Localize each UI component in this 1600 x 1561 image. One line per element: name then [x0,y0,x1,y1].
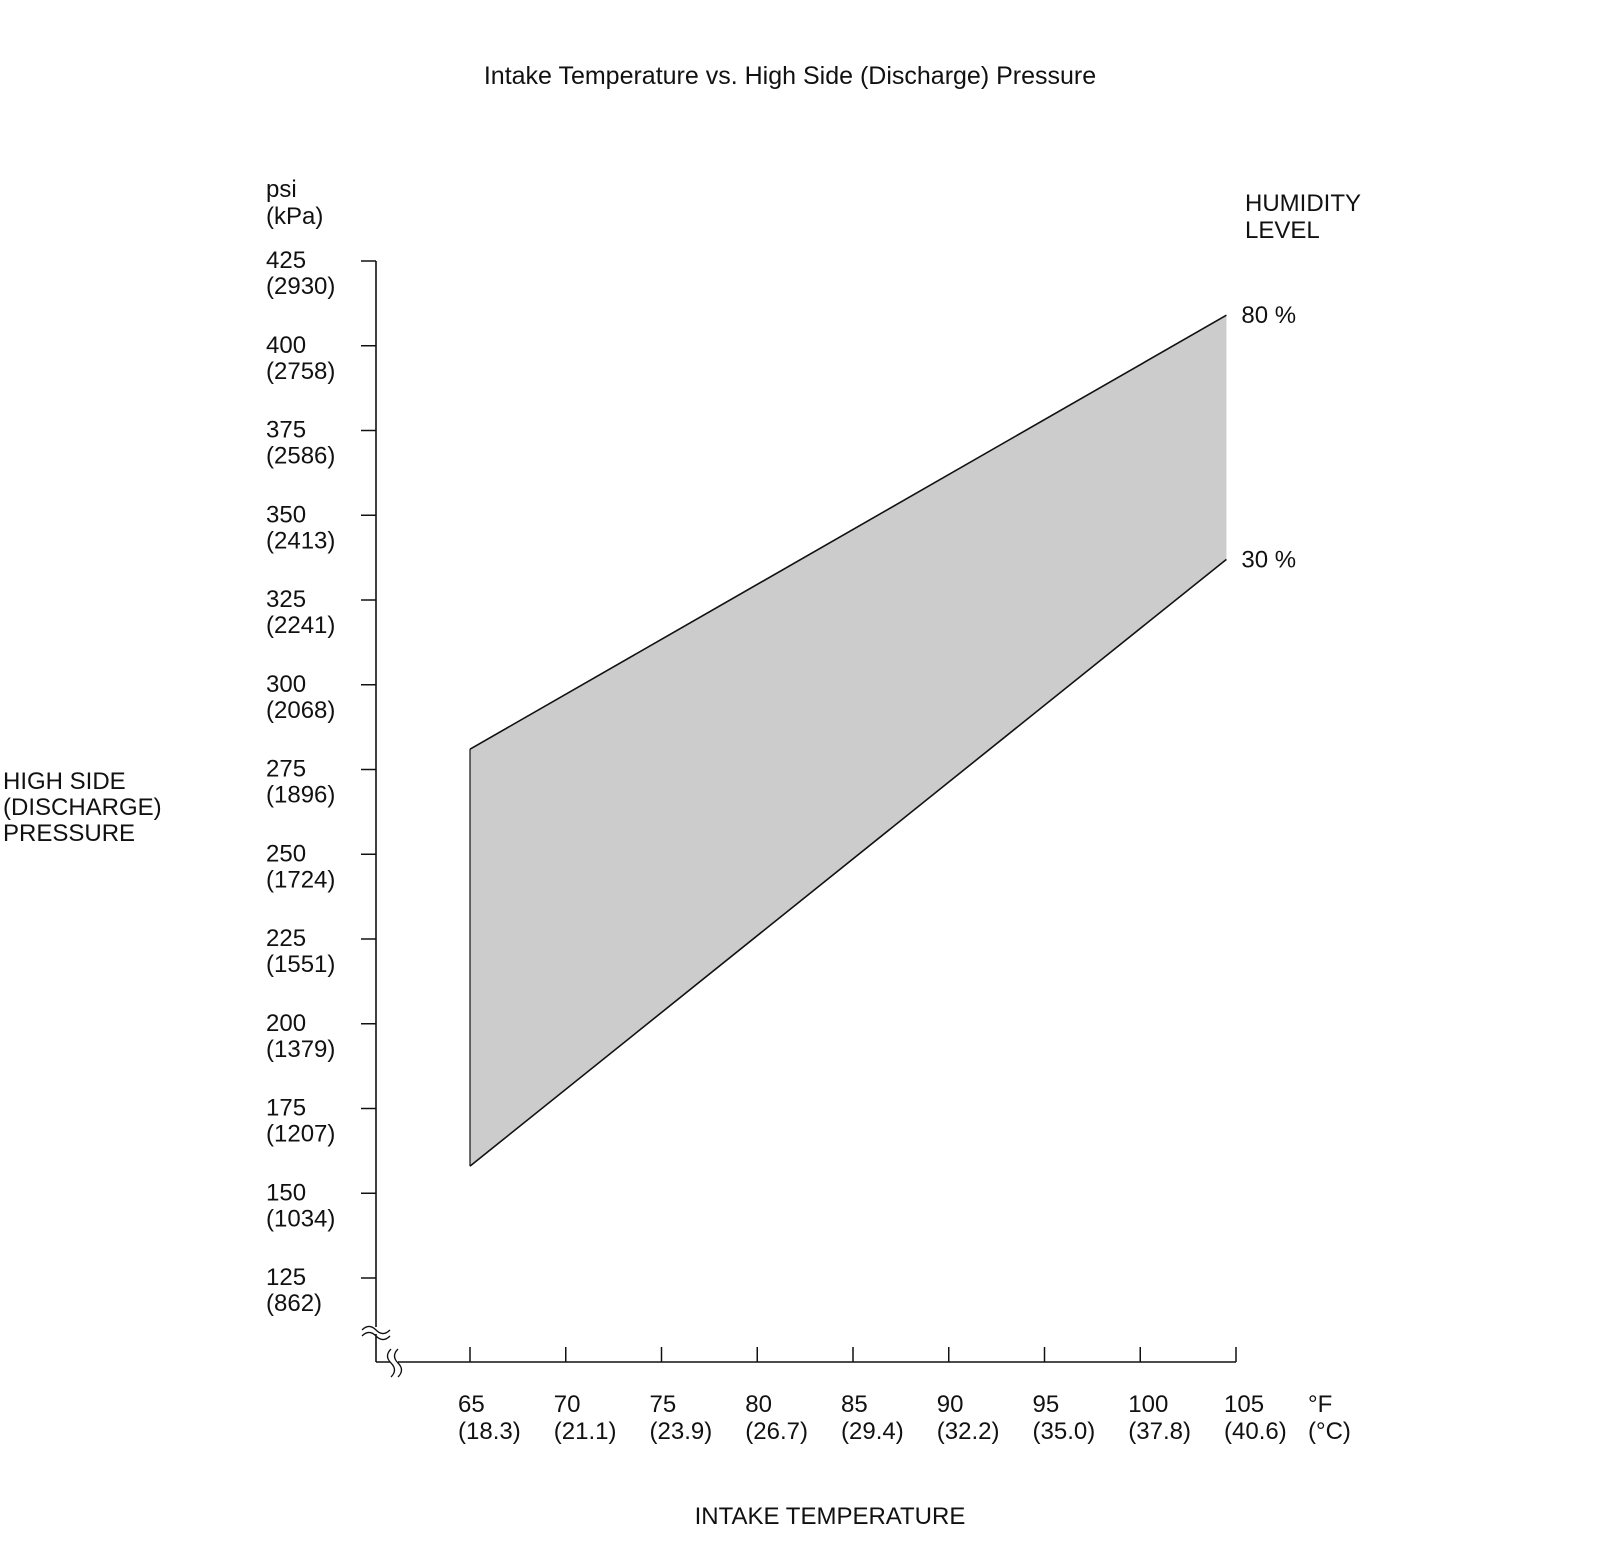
humidity-band [470,315,1227,1167]
x-tick-label-f: 105 [1224,1391,1264,1418]
y-unit-line-2: (kPa) [266,203,323,230]
y-tick-label: 325 (2241) [266,586,335,639]
y-axis-label: HIGH SIDE (DISCHARGE) PRESSURE [3,768,168,847]
x-tick-label-f: 85 [841,1391,868,1418]
y-tick-label-kpa: (2241) [266,612,335,639]
y-tick-label-psi: 425 [266,247,306,274]
x-tick-label-f: 95 [1033,1391,1060,1418]
y-tick-label: 175 (1207) [266,1095,335,1148]
x-tick-label-c: (40.6) [1224,1418,1287,1445]
y-tick-label: 200 (1379) [266,1010,335,1063]
y-tick-label: 375 (2586) [266,417,335,470]
y-tick-label-kpa: (2068) [266,697,335,724]
x-tick-label-f: 70 [554,1391,581,1418]
y-tick-label-psi: 300 [266,671,306,698]
x-tick-label-c: (29.4) [841,1418,904,1445]
y-tick-label-psi: 350 [266,501,306,528]
y-tick-label-psi: 250 [266,840,306,867]
x-tick-label-c: (35.0) [1033,1418,1096,1445]
y-tick-label: 225 (1551) [266,925,335,978]
x-tick-label-c: (21.1) [554,1418,617,1445]
series-label-30: 30 % [1241,546,1296,573]
y-tick-label: 425 (2930) [266,247,335,300]
y-tick-label-kpa: (2930) [266,273,335,300]
x-tick-label: 90 (32.2) [937,1391,1000,1445]
x-tick-label-f: 100 [1128,1391,1168,1418]
y-tick-label-kpa: (1896) [266,782,335,809]
x-tick-label: 75 (23.9) [650,1391,713,1445]
y-tick-label-psi: 400 [266,332,306,359]
x-tick-label-f: 90 [937,1391,964,1418]
series-line-30 [469,558,1227,1167]
y-unit-line-1: psi [266,176,297,203]
y-break-squiggle-2 [361,1331,391,1341]
humidity-lines [469,314,1227,1167]
x-tick-label: 80 (26.7) [745,1391,808,1445]
x-unit-line-2: (°C) [1308,1418,1351,1445]
legend-title-line-1: HUMIDITY [1245,190,1361,217]
y-tick-label-kpa: (1379) [266,1036,335,1063]
legend-title: HUMIDITY LEVEL [1245,190,1367,244]
y-tick-label-kpa: (2758) [266,358,335,385]
y-tick-label-kpa: (862) [266,1290,322,1317]
y-tick-label-psi: 325 [266,586,306,613]
y-tick-label-psi: 225 [266,925,306,952]
chart-title: Intake Temperature vs. High Side (Discha… [484,62,1096,90]
x-tick-label: 100 (37.8) [1128,1391,1191,1445]
x-tick-label-c: (26.7) [745,1418,808,1445]
series-label-80: 80 % [1241,302,1296,329]
y-axis-unit: psi (kPa) [266,176,323,230]
x-tick-label: 65 (18.3) [458,1391,521,1445]
y-tick-label: 250 (1724) [266,840,335,893]
x-tick-label-f: 65 [458,1391,485,1418]
y-tick-label-psi: 150 [266,1179,306,1206]
y-tick-label-kpa: (1034) [266,1205,335,1232]
y-tick-label: 400 (2758) [266,332,335,385]
x-tick-label: 85 (29.4) [841,1391,904,1445]
x-tick-label-f: 80 [745,1391,772,1418]
y-tick-label-kpa: (2413) [266,527,335,554]
x-break-squiggle-2 [393,1348,403,1378]
x-ticks: 65 (18.3) 70 (21.1) 75 (23.9) 80 (26.7) 85 (29.4)… [458,1347,1287,1445]
y-tick-label-kpa: (2586) [266,443,335,470]
x-break-gap [390,1348,398,1376]
y-tick-label: 125 (862) [266,1264,322,1317]
y-ticks: 425 (2930)400 (2758)375 (2586)350 (2413)325(… [266,247,376,1317]
y-tick-label-psi: 375 [266,417,306,444]
y-tick-label-psi: 275 [266,756,306,783]
y-label-line-3: PRESSURE [3,820,135,847]
x-tick-label: 105 (40.6) [1224,1391,1287,1445]
y-tick-label-psi: 175 [266,1095,306,1122]
x-tick-label-c: (32.2) [937,1418,1000,1445]
y-tick-label-psi: 200 [266,1010,306,1037]
y-label-line-1: HIGH SIDE [3,768,126,795]
x-tick-label-c: (18.3) [458,1418,521,1445]
series-line-80 [469,314,1227,750]
x-unit-line-1: °F [1308,1391,1332,1418]
axis-break-marks [361,1325,403,1378]
y-tick-label: 150 (1034) [266,1179,335,1232]
y-break-squiggle-1 [361,1325,391,1335]
x-break-squiggle-1 [386,1348,396,1378]
x-tick-label-f: 75 [650,1391,677,1418]
legend-title-line-2: LEVEL [1245,217,1320,244]
humidity-band-area [470,315,1227,1167]
x-axis-unit: °F (°C) [1308,1391,1351,1445]
y-label-line-2: (DISCHARGE) [3,794,162,821]
y-tick-label: 300 (2068) [266,671,335,724]
axes [375,261,1236,1363]
y-tick-label-psi: 125 [266,1264,306,1291]
y-tick-label-kpa: (1551) [266,951,335,978]
y-tick-label: 350 (2413) [266,501,335,554]
y-tick-label-kpa: (1724) [266,866,335,893]
y-tick-label-kpa: (1207) [266,1121,335,1148]
x-tick-label: 95 (35.0) [1033,1391,1096,1445]
x-tick-label: 70 (21.1) [554,1391,617,1445]
x-tick-label-c: (37.8) [1128,1418,1191,1445]
x-axis-label: INTAKE TEMPERATURE [695,1503,966,1530]
x-tick-label-c: (23.9) [650,1418,713,1445]
series-labels: 80 % 30 % [1241,302,1296,573]
y-tick-label: 275 (1896) [266,756,335,809]
